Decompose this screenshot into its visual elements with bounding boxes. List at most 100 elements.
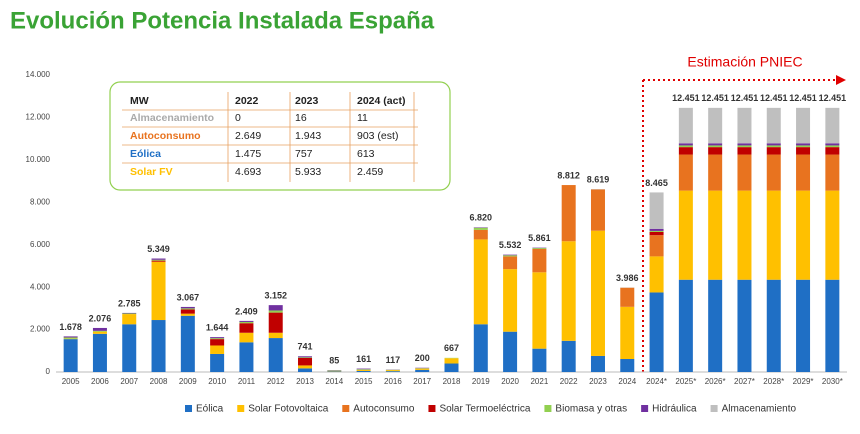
total-label: 2.409 bbox=[235, 306, 258, 316]
bar-segment bbox=[767, 143, 781, 145]
bar-segment bbox=[152, 259, 166, 260]
annotation: Estimación PNIEC bbox=[687, 54, 802, 70]
x-tick-label: 2008 bbox=[150, 377, 168, 386]
bar-segment bbox=[708, 143, 722, 145]
bar-segment bbox=[445, 358, 459, 363]
bar-segment bbox=[708, 280, 722, 372]
x-tick-label: 2017 bbox=[413, 377, 431, 386]
bar-segment bbox=[298, 358, 312, 365]
y-tick-label: 2.000 bbox=[30, 325, 51, 334]
bar-segment bbox=[767, 191, 781, 280]
bar-segment bbox=[122, 314, 136, 324]
bar-segment bbox=[825, 191, 839, 280]
x-tick-label: 2027* bbox=[734, 377, 755, 386]
bar-segment bbox=[650, 256, 664, 292]
bar-segment bbox=[650, 192, 664, 228]
legend-swatch bbox=[641, 405, 648, 412]
bar-segment bbox=[210, 337, 224, 338]
table-cell: 5.933 bbox=[295, 166, 321, 178]
legend-swatch bbox=[185, 405, 192, 412]
bar-segment bbox=[181, 308, 195, 309]
bar-segment bbox=[737, 145, 751, 147]
bar-segment bbox=[650, 292, 664, 372]
table-cell: 613 bbox=[357, 148, 375, 160]
bar-segment bbox=[386, 370, 400, 371]
bar-segment bbox=[679, 108, 693, 143]
x-tick-label: 2022 bbox=[560, 377, 578, 386]
bar-segment bbox=[210, 338, 224, 339]
bar-segment bbox=[620, 359, 634, 372]
total-label: 1.644 bbox=[206, 322, 229, 332]
y-tick-label: 6.000 bbox=[30, 240, 51, 249]
total-label: 8.619 bbox=[587, 175, 610, 185]
bar-segment bbox=[708, 108, 722, 143]
bar-segment bbox=[737, 280, 751, 372]
x-tick-label: 2007 bbox=[120, 377, 138, 386]
total-label: 117 bbox=[386, 355, 401, 365]
table-cell: 1.943 bbox=[295, 130, 321, 142]
bar-segment bbox=[679, 191, 693, 280]
bar-segment bbox=[825, 155, 839, 191]
bar-segment bbox=[679, 143, 693, 145]
total-label: 2.076 bbox=[89, 313, 112, 323]
x-tick-label: 2024* bbox=[646, 377, 667, 386]
total-label: 12.451 bbox=[819, 93, 847, 103]
total-label: 3.986 bbox=[616, 273, 639, 283]
bar-segment bbox=[503, 256, 517, 269]
table-cell: 0 bbox=[235, 112, 241, 124]
x-tick-label: 2020 bbox=[501, 377, 519, 386]
bar-segment bbox=[503, 332, 517, 372]
bar-segment bbox=[93, 328, 107, 331]
bar-segment bbox=[679, 145, 693, 147]
bar-segment bbox=[239, 322, 253, 323]
bar-segment bbox=[122, 324, 136, 372]
bar-segment bbox=[620, 288, 634, 307]
total-label: 741 bbox=[298, 342, 313, 352]
bar-segment bbox=[591, 231, 605, 356]
total-label: 12.451 bbox=[731, 93, 759, 103]
bar-segment bbox=[474, 230, 488, 240]
bar-segment bbox=[474, 228, 488, 230]
legend-label: Autoconsumo bbox=[353, 404, 415, 415]
table-header: 2023 bbox=[295, 95, 319, 107]
bar-segment bbox=[562, 185, 576, 241]
bar-segment bbox=[415, 369, 429, 370]
y-tick-label: 12.000 bbox=[26, 113, 51, 122]
table-header: 2022 bbox=[235, 95, 259, 107]
bar-segment bbox=[239, 333, 253, 343]
bar-segment bbox=[796, 280, 810, 372]
total-label: 2.785 bbox=[118, 298, 141, 308]
bar-segment bbox=[269, 333, 283, 338]
x-tick-label: 2029* bbox=[793, 377, 814, 386]
table-cell: 11 bbox=[357, 112, 368, 124]
table-cell: 903 (est) bbox=[357, 130, 398, 142]
x-tick-label: 2025* bbox=[675, 377, 696, 386]
table-cell: 2.649 bbox=[235, 130, 261, 142]
bar-segment bbox=[152, 261, 166, 262]
legend-label: Solar Termoeléctrica bbox=[439, 404, 530, 415]
y-tick-label: 0 bbox=[46, 367, 51, 376]
total-label: 200 bbox=[415, 353, 430, 363]
x-tick-label: 2006 bbox=[91, 377, 109, 386]
bar-segment bbox=[122, 313, 136, 314]
total-label: 5.861 bbox=[528, 233, 551, 243]
bar-segment bbox=[532, 248, 546, 249]
bar-segment bbox=[767, 155, 781, 191]
x-tick-label: 2018 bbox=[443, 377, 461, 386]
x-tick-label: 2023 bbox=[589, 377, 607, 386]
legend-swatch bbox=[342, 405, 349, 412]
x-tick-label: 2015 bbox=[355, 377, 373, 386]
bar-segment bbox=[737, 155, 751, 191]
total-label: 12.451 bbox=[672, 93, 700, 103]
bar-segment bbox=[152, 262, 166, 320]
bar-segment bbox=[474, 324, 488, 372]
bar-segment bbox=[327, 371, 341, 372]
bar-segment bbox=[210, 354, 224, 372]
legend-swatch bbox=[711, 405, 718, 412]
table-cell: 2.459 bbox=[357, 166, 383, 178]
bar-segment bbox=[767, 145, 781, 147]
bar-segment bbox=[796, 143, 810, 145]
legend-label: Biomasa y otras bbox=[555, 404, 627, 415]
bar-segment bbox=[767, 147, 781, 154]
bar-segment bbox=[796, 145, 810, 147]
